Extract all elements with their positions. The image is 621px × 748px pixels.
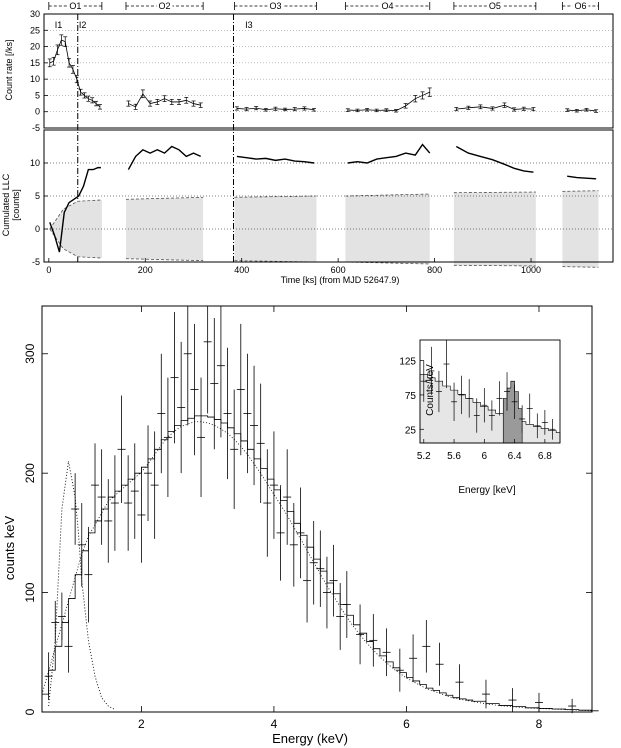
- threshold-lower: [234, 260, 317, 263]
- y-tick-label: 125: [399, 357, 416, 368]
- y-tick-label: 200: [23, 463, 37, 483]
- inset-continuum: [419, 374, 561, 444]
- y-tick-label: 20: [30, 42, 40, 52]
- cumulated-llc-line: [127, 145, 202, 170]
- threshold-upper: [345, 193, 430, 197]
- threshold-upper: [234, 195, 317, 198]
- y-tick-label: 100: [23, 582, 37, 602]
- x-tick-label: 8: [536, 717, 543, 731]
- threshold-band: [345, 194, 430, 264]
- y-tick-label: 25: [30, 25, 40, 35]
- observation-label-bg: [572, 1, 589, 11]
- observation-label-bg: [267, 1, 284, 11]
- threshold-upper: [453, 191, 536, 194]
- top-ylabel: Count rate [/ks]: [4, 39, 14, 100]
- observation-label: O5: [489, 1, 501, 11]
- count-rate-panel: -5 0 5 10 15 20 25 30 O1 O2 O3 O4 O5 O6 I1 I2 I3: [30, 1, 614, 262]
- threshold-lower: [125, 258, 204, 262]
- y-tick-label: 5: [35, 191, 40, 201]
- threshold-upper: [49, 199, 102, 230]
- threshold-band: [49, 199, 102, 259]
- x-tick-label: 400: [234, 265, 249, 275]
- observation-label-bg: [156, 1, 173, 11]
- threshold-lower: [453, 264, 536, 267]
- threshold-lower: [562, 266, 599, 268]
- cumulated-llc-panel: -5 0 5 10 0 200 400 600 800 1000: [30, 129, 614, 275]
- y-tick-label: 15: [30, 58, 40, 68]
- y-tick-label: 0: [23, 708, 37, 715]
- axis-labels: Count rate [/ks] Cumulated LLC [counts] …: [1, 39, 516, 746]
- observation-label-bg: [486, 1, 503, 11]
- spec-ylabel: counts keV: [2, 516, 17, 581]
- x-tick-label: 200: [138, 265, 153, 275]
- observation-label-bg: [67, 1, 84, 11]
- y-tick-label: 75: [405, 391, 417, 402]
- cumulated-llc-line: [567, 175, 597, 180]
- x-tick-label: 800: [427, 265, 442, 275]
- threshold-lower: [345, 261, 430, 265]
- count-rate-line: [567, 109, 597, 112]
- spectrum-frame: [41, 305, 593, 713]
- y-tick-label: -5: [32, 123, 40, 133]
- x-tick-label: 2: [138, 717, 145, 731]
- interval-label: I2: [79, 20, 87, 30]
- inset-ylabel: Counts/keV: [425, 364, 436, 416]
- x-tick-label: 0: [46, 265, 51, 275]
- threshold-upper: [562, 190, 599, 192]
- inset-xlabel: Energy [keV]: [458, 485, 515, 496]
- cumulated-llc-line: [347, 143, 431, 164]
- y-tick-label: 30: [30, 9, 40, 19]
- cumulated-llc-line: [455, 145, 534, 173]
- interval-label: I3: [245, 20, 253, 30]
- count-rate-line: [456, 104, 534, 110]
- count-rate-line: [49, 39, 101, 108]
- x-tick-label: 5.6: [447, 451, 461, 462]
- x-tick-label: 600: [331, 265, 346, 275]
- y-tick-label: 0: [35, 224, 40, 234]
- x-tick-label: 5.2: [417, 451, 431, 462]
- observation-label: O2: [159, 1, 171, 11]
- observation-label-bg: [379, 1, 396, 11]
- x-tick-label: 6: [403, 717, 410, 731]
- mid-xlabel: Time [ks] (from MJD 52647.9): [281, 275, 400, 285]
- x-tick-label: 6: [482, 451, 488, 462]
- inset-spectrum-panel: 5.2 5.6 6 6.4 6.8 25 75 125: [368, 332, 568, 503]
- cumulated-llc-line: [236, 155, 315, 164]
- threshold-lower: [49, 228, 102, 259]
- mid-ylabel: Cumulated LLC: [1, 173, 11, 236]
- threshold-band: [562, 190, 599, 268]
- y-tick-label: 25: [405, 425, 417, 436]
- observation-label: O3: [269, 1, 281, 11]
- cumulated-llc-line: [49, 166, 101, 253]
- observation-label: O1: [69, 1, 81, 11]
- y-tick-label: -5: [32, 257, 40, 267]
- y-tick-label: 10: [30, 158, 40, 168]
- observation-label: O4: [382, 1, 394, 11]
- interval-label: I1: [55, 20, 63, 30]
- x-tick-label: 1000: [521, 265, 541, 275]
- x-tick-label: 6.8: [538, 451, 552, 462]
- y-tick-label: 5: [35, 90, 40, 100]
- x-tick-label: 6.4: [508, 451, 522, 462]
- count-rate-line: [347, 91, 430, 112]
- spectrum-panel: 2 4 6 8 0 100 200 300: [23, 305, 599, 731]
- middle-frame: [43, 129, 614, 263]
- inset-frame: [419, 339, 561, 444]
- mid-ylabel-units: [counts]: [11, 189, 21, 221]
- top-frame: [43, 13, 614, 129]
- y-tick-label: 10: [30, 74, 40, 84]
- y-tick-label: 0: [35, 107, 40, 117]
- x-tick-label: 4: [271, 717, 278, 731]
- thermal-component-line: [48, 461, 116, 711]
- observation-label: O6: [574, 1, 586, 11]
- y-tick-label: 300: [23, 343, 37, 363]
- threshold-upper: [125, 196, 204, 200]
- spec-xlabel: Energy (keV): [272, 731, 348, 746]
